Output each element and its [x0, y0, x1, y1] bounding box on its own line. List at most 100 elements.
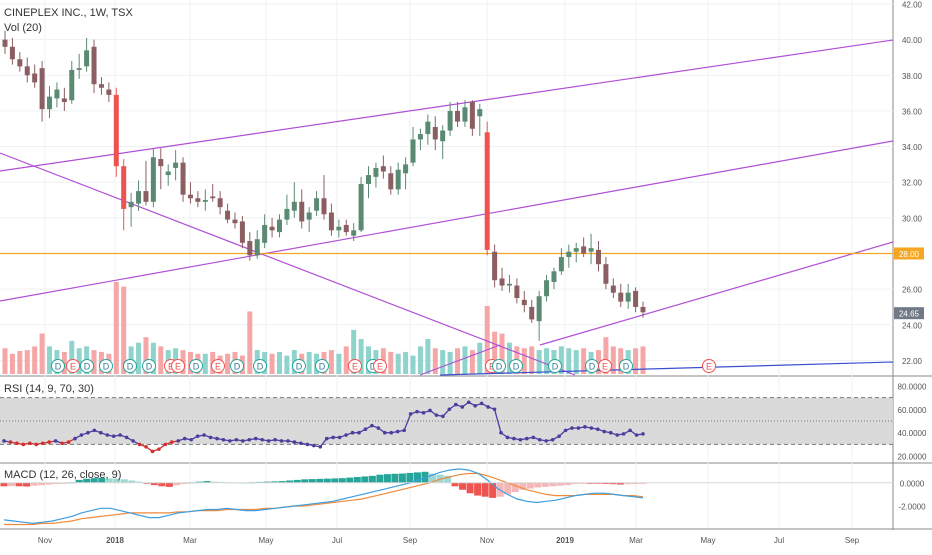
last-price-text: 24.65	[899, 310, 920, 319]
volume-bar	[603, 337, 609, 374]
macd-histogram-bar	[466, 482, 474, 494]
candle-body	[121, 166, 127, 209]
volume-bar	[17, 351, 23, 374]
candle-body	[113, 94, 119, 167]
dividend-marker	[548, 359, 562, 373]
rsi-point	[260, 437, 264, 442]
volume-bar	[388, 351, 394, 374]
candle-body	[395, 169, 401, 190]
volume-bar	[462, 346, 468, 374]
rsi-point	[163, 442, 168, 447]
event-marker-label: D	[623, 362, 630, 372]
candle-body	[47, 96, 53, 110]
rsi-point	[441, 414, 445, 419]
event-marker-label: D	[146, 362, 153, 372]
candle-body	[91, 46, 97, 85]
candle-body	[529, 306, 535, 320]
time-tick-label: Sep	[403, 536, 418, 545]
rsi-point	[15, 441, 19, 446]
macd-signal-line	[4, 472, 644, 526]
support-line-segment	[419, 344, 501, 376]
rsi-point	[305, 442, 310, 447]
candle-body	[128, 201, 134, 208]
macd-histogram-bar	[556, 482, 564, 486]
candle-body	[136, 191, 142, 204]
volume-bar	[506, 342, 512, 374]
grid-layer	[0, 0, 932, 530]
candle-body	[247, 241, 253, 256]
rsi-point	[492, 407, 497, 412]
rsi-point	[563, 428, 568, 433]
rsi-point	[621, 432, 626, 436]
earnings-marker	[66, 359, 80, 373]
volume-bar	[410, 355, 416, 374]
volume-bar	[24, 350, 30, 374]
rsi-point	[266, 439, 271, 443]
volume-bar	[225, 353, 231, 374]
candle-body	[165, 171, 171, 176]
volume-bar	[492, 331, 498, 374]
rsi-point	[363, 427, 368, 432]
macd-histogram-bar	[526, 482, 534, 489]
time-tick-label: Mar	[183, 536, 197, 545]
volume-bar	[640, 346, 646, 374]
volume-bar	[9, 353, 15, 374]
macd-histogram-bar	[383, 474, 391, 483]
rsi-point	[312, 443, 316, 448]
candle-body	[588, 248, 594, 252]
candle-body	[336, 226, 342, 231]
rsi-point	[486, 405, 490, 409]
volume-bar	[395, 353, 401, 374]
macd-histogram-bar	[15, 482, 23, 487]
candle-body	[158, 159, 164, 167]
macd-histogram-bar	[601, 482, 609, 484]
macd-histogram-bar	[511, 482, 519, 493]
rsi-point	[473, 403, 477, 408]
candle-body	[469, 102, 475, 129]
macd-histogram-bar	[278, 481, 286, 483]
event-marker-label: D	[193, 362, 200, 372]
candle-body	[521, 299, 527, 306]
volume-bar	[39, 333, 45, 374]
rsi-point	[137, 442, 142, 447]
volume-bar	[366, 346, 372, 374]
candle-body	[32, 73, 38, 83]
event-marker-label: E	[377, 362, 383, 372]
volume-bar	[91, 350, 97, 374]
rsi-point	[447, 407, 452, 412]
rsi-tick-label: 20.0000	[898, 453, 927, 462]
rsi-point	[408, 412, 413, 416]
rsi-point	[99, 430, 103, 435]
event-marker-label: D	[55, 362, 62, 372]
rsi-point	[247, 437, 252, 442]
rsi-point	[583, 425, 587, 429]
earnings-marker	[702, 359, 716, 373]
candle-body	[180, 162, 186, 195]
rsi-point	[460, 405, 465, 409]
time-tick-label: Nov	[480, 536, 494, 545]
time-tick-label: Sep	[845, 536, 860, 545]
candle-body	[432, 126, 438, 140]
rsi-point	[170, 440, 174, 444]
candle-body	[373, 167, 379, 177]
event-marker-label: D	[103, 362, 110, 372]
macd-histogram-bar	[83, 478, 91, 483]
macd-histogram-bar	[120, 479, 128, 483]
rsi-point	[615, 433, 619, 437]
dividend-marker	[492, 359, 506, 373]
rsi-point	[415, 409, 419, 414]
time-tick-label: Nov	[38, 536, 52, 545]
rsi-line-segment	[403, 413, 412, 431]
candle-body	[254, 239, 260, 256]
candle-body	[610, 285, 616, 293]
volume-bar	[247, 311, 253, 374]
candle-body	[195, 198, 201, 202]
macd-histogram-bar	[30, 482, 38, 486]
middle-channel-line	[0, 140, 894, 302]
rsi-point	[383, 430, 387, 435]
event-marker-label: E	[175, 362, 181, 372]
rsi-point	[47, 440, 51, 444]
candle-body	[76, 68, 82, 70]
volume-bar	[158, 346, 164, 374]
